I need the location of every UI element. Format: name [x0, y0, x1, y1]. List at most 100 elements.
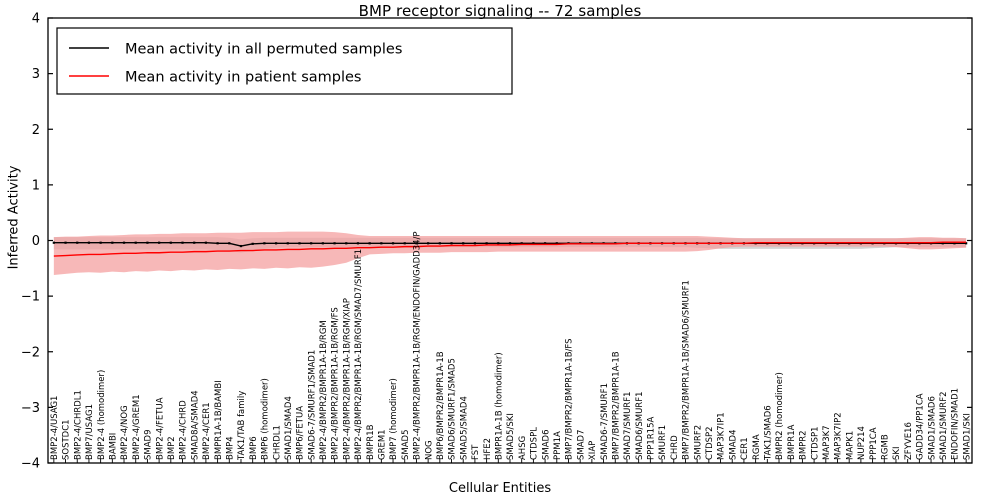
x-tick-label: PPP1R15A	[647, 416, 657, 460]
marker	[122, 241, 126, 244]
x-tick-label: BMPR1A	[787, 424, 797, 460]
x-tick-label: SMAD6/SMURF1	[635, 391, 645, 460]
marker	[216, 242, 219, 245]
x-tick-label: SMAD8A/SMAD4	[190, 390, 200, 460]
x-tick-label: SMAD5/SKI	[506, 413, 516, 460]
x-tick-label: SMAD6/SMURF1/SMAD5	[448, 358, 458, 460]
marker	[356, 242, 360, 245]
marker	[193, 241, 196, 244]
x-tick-label: BMPR2 (homodimer)	[775, 372, 785, 460]
x-tick-label: ZFYVE16	[904, 422, 914, 460]
band-1	[53, 231, 967, 275]
x-tick-label: PPP1CA	[869, 427, 879, 460]
marker	[345, 242, 348, 245]
svg-text:−2: −2	[21, 345, 40, 360]
x-tick-label: AHSG	[518, 436, 528, 460]
marker	[497, 242, 500, 245]
x-tick-label: SMAD4	[728, 430, 738, 461]
x-tick-label: SMAD6	[541, 430, 551, 461]
marker	[251, 242, 254, 245]
x-tick-label: BMP2-4/BMPR2/BMPR1A-1B/RGM	[319, 320, 329, 460]
marker	[543, 242, 547, 245]
x-tick-label: BMP2-4/FETUA	[155, 397, 165, 460]
x-tick-label: GREM1	[378, 429, 388, 460]
marker	[99, 241, 102, 244]
x-tick-label: CTDSPL	[530, 427, 540, 460]
y-axis-ticks: 4 3 2 1 0 −1 −2 −3 −4	[21, 12, 972, 472]
x-tick-label: BMP2-4/BMPR2/BMPR1A-1B/RGM/SMAD7/SMURF1	[354, 249, 364, 460]
x-tick-label: GADD34/PP1CA	[916, 393, 926, 460]
x-tick-label: SMAD1/SMURF2	[939, 391, 949, 460]
x-tick-label: BMP2	[167, 436, 177, 460]
x-tick-label: BMP6	[249, 436, 259, 460]
marker	[87, 241, 91, 244]
x-tick-label: BMP2-4/CHRDL1	[73, 390, 83, 460]
marker	[415, 242, 418, 245]
x-tick-label: BMP7 (homodimer)	[389, 378, 399, 460]
marker	[427, 242, 430, 245]
marker	[111, 241, 114, 244]
x-tick-label: BMP7/USAG1	[85, 404, 95, 460]
marker	[965, 242, 968, 245]
x-tick-label: FST	[471, 444, 481, 460]
marker	[239, 244, 243, 248]
x-tick-label: SMURF1	[658, 425, 668, 460]
marker	[204, 241, 207, 244]
x-tick-label: BMP2-4/BMPR2/BMPR1A-1B/RGM/XIAP	[342, 298, 352, 460]
marker	[286, 242, 289, 245]
confidence-bands	[53, 231, 967, 275]
x-tick-label: SMAD7/SMURF1	[623, 391, 633, 460]
x-tick-label: BMP6/FETUA	[296, 406, 306, 460]
x-tick-label: BMPR1A-1B (homodimer)	[495, 352, 505, 460]
marker	[485, 242, 488, 245]
x-tick-label: CTDSP2	[705, 426, 715, 460]
x-tick-label: BMP2-4/NOG	[120, 405, 130, 460]
marker	[520, 242, 523, 245]
x-tick-label: CTDSP1	[810, 426, 820, 460]
marker	[76, 241, 79, 244]
svg-text:4: 4	[32, 12, 40, 27]
marker	[462, 242, 465, 245]
svg-text:1: 1	[32, 178, 40, 193]
legend-label: Mean activity in all permuted samples	[125, 42, 402, 58]
x-tick-label: BMP2-4/CER1	[202, 402, 212, 460]
series-lines	[52, 241, 968, 257]
x-tick-label: HFE2	[483, 438, 493, 460]
marker	[64, 241, 67, 244]
legend[interactable]: Mean activity in all permuted samples Mea…	[56, 27, 513, 95]
x-tick-label: BMP6/BMPR2/BMPR1A-1B	[436, 351, 446, 460]
legend-box	[56, 27, 513, 95]
x-tick-label: SMURF2	[693, 425, 703, 460]
x-tick-label: BAMBI	[109, 433, 119, 460]
x-tick-label: BMP2-4 (homodimer)	[97, 370, 107, 460]
x-tick-label: MAP3K7	[822, 425, 832, 460]
x-tick-label: SMAD5/SMAD4	[459, 396, 469, 460]
marker	[380, 242, 383, 245]
x-tick-label: SMAD1/SKI	[962, 413, 972, 460]
marker	[403, 242, 406, 245]
marker	[274, 242, 278, 245]
x-tick-label: SKI	[892, 447, 902, 460]
x-tick-label: BMP6 (homodimer)	[261, 378, 271, 460]
svg-text:−4: −4	[21, 457, 40, 472]
marker	[310, 242, 313, 245]
x-tick-label: BMP2-4/BMPR2/BMPR1A-1B/RGM/ENDOFIN/GADD3…	[413, 232, 423, 460]
marker	[134, 241, 137, 244]
x-tick-label: BMP4	[225, 436, 235, 460]
marker	[52, 241, 55, 244]
marker	[321, 242, 324, 245]
legend-label: Mean activity in patient samples	[125, 70, 361, 86]
x-tick-label: RGMA	[752, 434, 762, 460]
x-tick-label: PPM1A	[553, 431, 563, 460]
marker	[146, 241, 149, 244]
marker	[473, 242, 477, 245]
marker	[438, 242, 441, 245]
x-tick-label: MAPK1	[845, 431, 855, 460]
x-tick-label: BMP7/BMPR2/BMPR1A-1B/FS	[565, 338, 575, 460]
marker	[158, 241, 161, 244]
svg-text:−3: −3	[21, 401, 40, 416]
marker	[953, 242, 956, 245]
x-tick-label: BMP2-4/USAG1	[50, 396, 60, 460]
